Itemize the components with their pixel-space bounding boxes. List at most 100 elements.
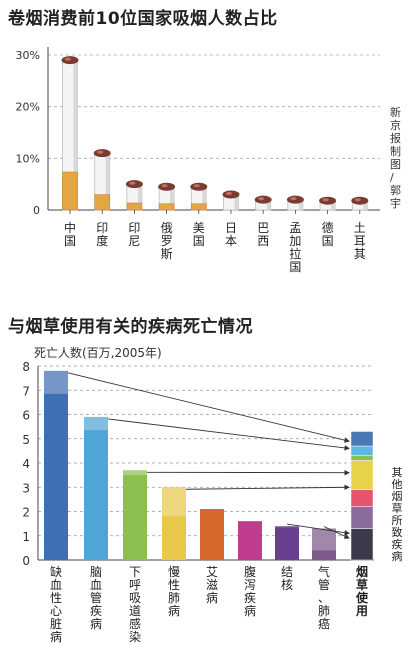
chart1-bar — [286, 195, 304, 211]
chart2-unit-label: 死亡人数(百万,2005年) — [34, 346, 162, 360]
svg-text:管: 管 — [318, 577, 330, 592]
svg-text:中: 中 — [64, 220, 76, 235]
svg-text:烟: 烟 — [356, 565, 368, 579]
svg-text:他: 他 — [392, 478, 403, 491]
chart2-ytick-label: 8 — [22, 360, 30, 374]
svg-text:罗: 罗 — [161, 234, 173, 248]
chart1-bar — [93, 149, 111, 211]
chart1-category-label: 中国 — [64, 220, 76, 248]
svg-text:本: 本 — [225, 234, 237, 248]
svg-text:孟: 孟 — [289, 221, 301, 235]
svg-text:尼: 尼 — [128, 234, 140, 248]
chart2-stack-segment — [350, 445, 374, 456]
chart2-link-arrow — [323, 526, 350, 539]
svg-text:、: 、 — [318, 591, 330, 605]
svg-text:滋: 滋 — [206, 578, 218, 592]
chart2-bar — [275, 526, 299, 560]
chart2-stack-segment — [350, 455, 374, 461]
chart1-category-label: 巴西 — [257, 221, 269, 248]
chart2-tobacco-share — [123, 470, 147, 476]
svg-text:泻: 泻 — [244, 578, 256, 592]
svg-text:土: 土 — [354, 221, 366, 235]
chart2-bar — [238, 521, 262, 560]
chart2-tobacco-share — [162, 487, 186, 517]
svg-text:缺: 缺 — [50, 564, 62, 579]
chart1-bar — [125, 180, 143, 211]
svg-text:染: 染 — [129, 629, 141, 644]
svg-text:艾: 艾 — [206, 565, 218, 579]
svg-text:俄: 俄 — [161, 221, 173, 235]
svg-text:德: 德 — [322, 220, 334, 235]
svg-text:肺: 肺 — [318, 604, 330, 618]
svg-text:草: 草 — [392, 502, 403, 515]
svg-text:致: 致 — [392, 525, 403, 539]
svg-text:国: 国 — [64, 234, 76, 248]
chart1-ytick-label: 20% — [16, 101, 40, 114]
svg-text:腹: 腹 — [244, 565, 256, 579]
chart1-ytick-label: 10% — [16, 152, 40, 165]
chart2-ytick-label: 4 — [22, 457, 30, 471]
svg-text:病: 病 — [90, 616, 102, 631]
svg-text:病: 病 — [392, 549, 403, 563]
chart2-tobacco-share — [44, 370, 68, 394]
svg-text:其: 其 — [392, 466, 403, 479]
svg-text:疾: 疾 — [244, 590, 256, 605]
chart1-ytick-label: 30% — [16, 49, 40, 62]
chart1-category-label: 德国 — [322, 220, 334, 248]
chart2-link-arrow — [286, 523, 350, 536]
svg-text:癌: 癌 — [318, 616, 330, 631]
svg-text:慢: 慢 — [168, 565, 180, 579]
svg-text:疾: 疾 — [392, 537, 403, 551]
svg-text:感: 感 — [129, 616, 141, 631]
chart1-category-label: 俄罗斯 — [161, 221, 173, 261]
chart1-category-label: 印度 — [96, 221, 108, 248]
chart1-bar — [222, 190, 240, 211]
svg-text:病: 病 — [50, 629, 62, 644]
chart2-ytick-label: 2 — [22, 506, 30, 520]
svg-text:印: 印 — [128, 221, 140, 235]
svg-text:病: 病 — [244, 603, 256, 618]
svg-text:脑: 脑 — [90, 565, 102, 579]
svg-text:性: 性 — [168, 578, 180, 592]
chart1-ytick-label: 0 — [33, 204, 40, 217]
chart2-ytick-label: 6 — [22, 409, 30, 423]
chart1-bar — [61, 56, 79, 211]
svg-text:耳: 耳 — [354, 234, 366, 248]
svg-text:结: 结 — [281, 565, 293, 579]
svg-text:日: 日 — [225, 221, 237, 235]
svg-text:其: 其 — [354, 247, 366, 261]
chart2-title: 与烟草使用有关的疾病死亡情况 — [8, 317, 253, 337]
svg-text:国: 国 — [193, 234, 205, 248]
svg-text:性: 性 — [50, 591, 62, 605]
svg-text:拉: 拉 — [289, 246, 301, 261]
chart2-tobacco-share — [275, 526, 299, 528]
svg-text:印: 印 — [96, 221, 108, 235]
svg-text:病: 病 — [168, 603, 180, 618]
svg-text:核: 核 — [281, 578, 293, 592]
svg-text:下: 下 — [129, 565, 141, 579]
svg-text:巴: 巴 — [257, 221, 269, 235]
svg-text:病: 病 — [206, 590, 218, 605]
chart1-category-label: 美国 — [193, 221, 205, 248]
chart2-bar — [44, 370, 68, 560]
chart2-category-label: 艾滋病 — [206, 565, 218, 605]
svg-text:管: 管 — [90, 590, 102, 605]
credit-label: 新京报制图 / 郭宇 — [390, 106, 401, 210]
svg-text:脏: 脏 — [50, 616, 62, 631]
svg-text:心: 心 — [50, 604, 62, 618]
chart1-title: 卷烟消费前10位国家吸烟人数占比 — [8, 9, 278, 29]
chart2-bar — [123, 470, 147, 560]
svg-text:呼: 呼 — [129, 578, 141, 592]
chart1-category-label: 印尼 — [128, 221, 140, 248]
chart2-category-label: 结核 — [281, 565, 293, 592]
chart1-bar — [190, 182, 208, 211]
chart2-ytick-label: 5 — [22, 433, 30, 447]
svg-text:吸: 吸 — [129, 591, 141, 605]
svg-text:疾: 疾 — [90, 603, 102, 618]
chart2-category-label: 烟草使用 — [355, 565, 369, 618]
